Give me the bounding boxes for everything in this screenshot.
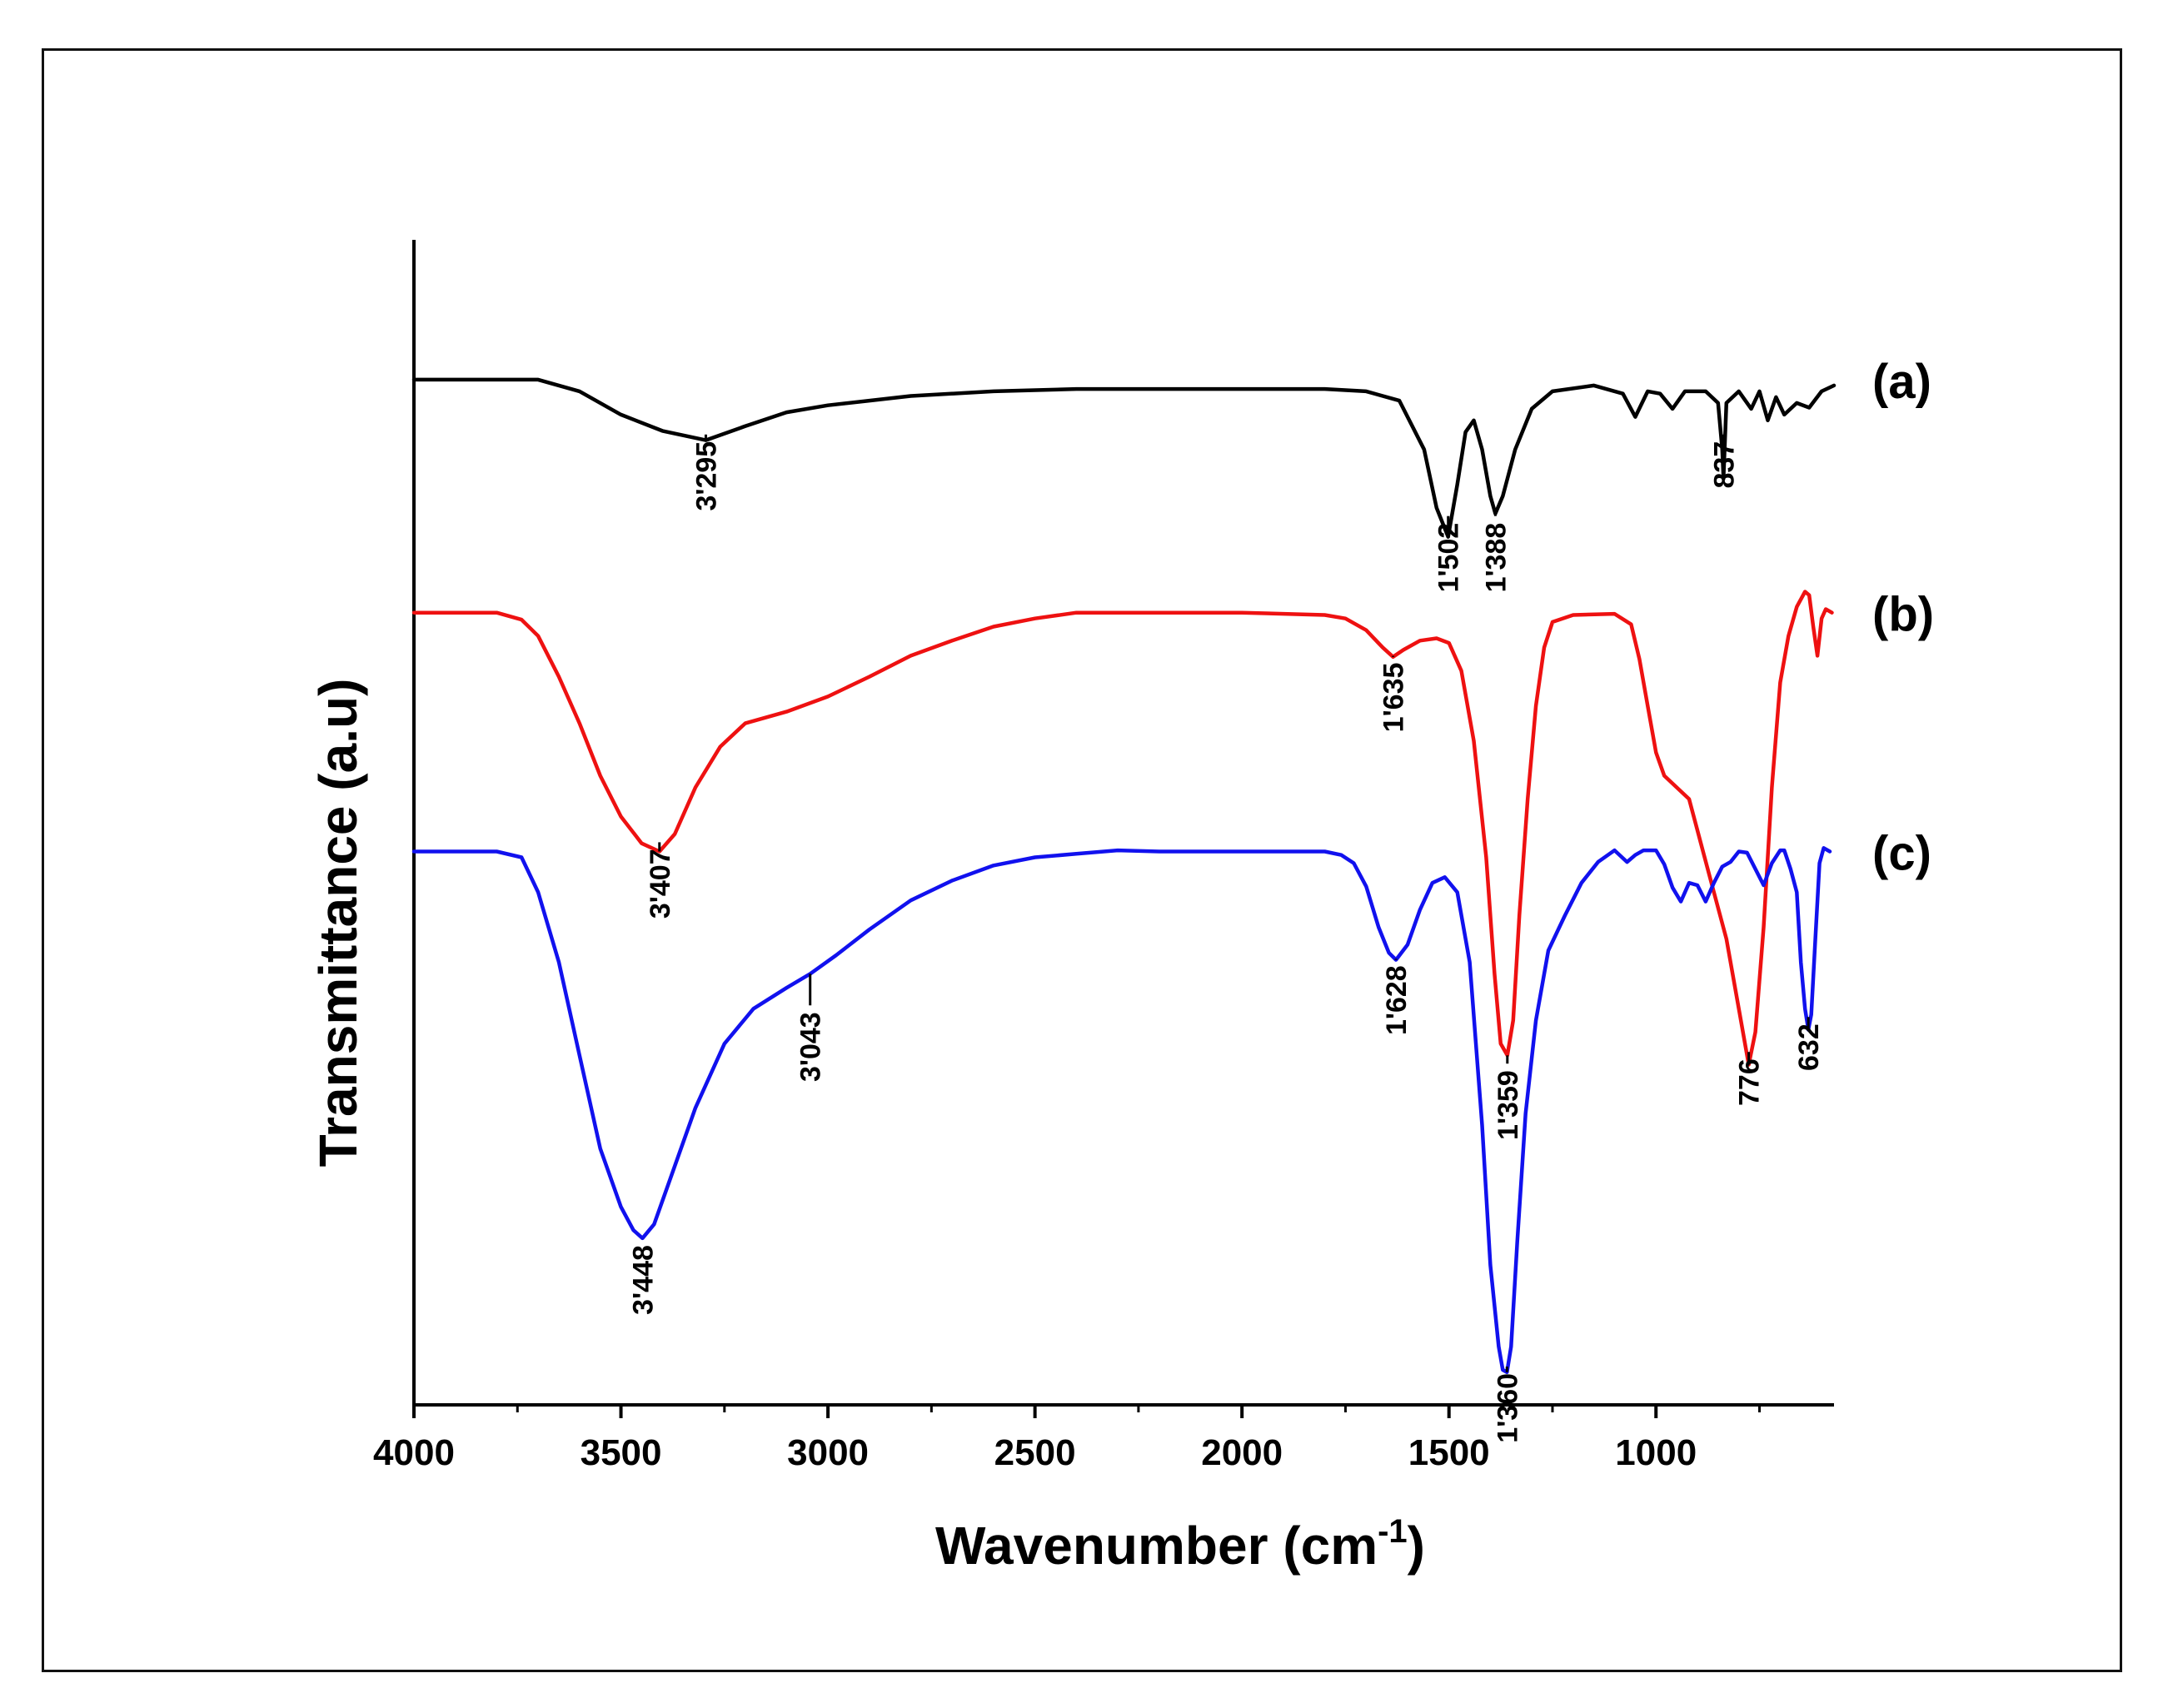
- x-tick-label: 1000: [1615, 1432, 1697, 1473]
- series-lines: [411, 377, 1837, 1375]
- peak-label: 1'635: [1378, 663, 1410, 733]
- spectrum-line-a: [411, 377, 1837, 539]
- peak-label: 1'360: [1492, 1373, 1523, 1443]
- peak-label: 776: [1734, 1058, 1766, 1106]
- x-tick-label: 3000: [787, 1432, 869, 1473]
- series-label-b: (b): [1872, 588, 1934, 642]
- peak-label: 837: [1708, 441, 1740, 489]
- series-label-a: (a): [1872, 355, 1931, 409]
- x-tick-label: 2500: [994, 1432, 1076, 1473]
- peak-label: 3'448: [627, 1245, 659, 1315]
- peak-label: 1'388: [1480, 523, 1512, 593]
- peak-label: 3'407: [645, 849, 676, 919]
- spectrum-line-c: [411, 846, 1832, 1375]
- x-tick-label: 4000: [373, 1432, 455, 1473]
- x-axis-title-main: Wavenumber (cm: [935, 1516, 1378, 1576]
- y-axis-title: Transmittance (a.u): [308, 679, 368, 1168]
- peak-label: 1'628: [1381, 965, 1413, 1035]
- x-tick-label: 2000: [1201, 1432, 1283, 1473]
- axes: [412, 240, 1834, 1407]
- x-axis-title-close: ): [1408, 1516, 1425, 1576]
- series-label-c: (c): [1872, 826, 1931, 880]
- x-tick-label: 3500: [581, 1432, 662, 1473]
- peak-label: 1'502: [1433, 523, 1465, 593]
- x-axis-title-sup: -1: [1378, 1513, 1408, 1550]
- peak-annotations: 3'295 1'502 1'388 837 3'407 1'635 1'359 776 3'44…: [627, 434, 1825, 1443]
- peak-label: 1'359: [1493, 1070, 1524, 1140]
- spectrum-line-b: [411, 590, 1834, 1067]
- x-ticks: 4000 3500 3000 2500 2000 1500 1000: [373, 1405, 1762, 1473]
- x-axis-title: Wavenumber (cm-1): [935, 1513, 1425, 1576]
- peak-label: 632: [1793, 1023, 1825, 1071]
- x-tick-label: 1500: [1408, 1432, 1490, 1473]
- series-labels: (a) (b) (c): [1872, 355, 1934, 881]
- peak-label: 3'043: [795, 1012, 827, 1082]
- peak-label: 3'295: [690, 441, 722, 511]
